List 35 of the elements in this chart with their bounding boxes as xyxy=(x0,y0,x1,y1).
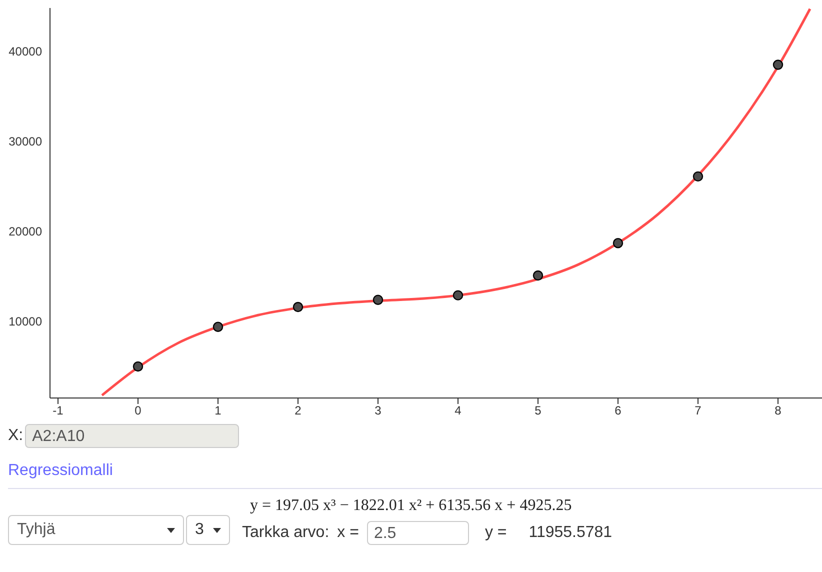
point xyxy=(212,322,224,332)
text: 11955.5781 xyxy=(528,524,612,542)
x-tick-label: 8 xyxy=(774,404,782,418)
x-tick-label: 4 xyxy=(454,404,462,418)
point xyxy=(132,361,144,372)
point xyxy=(372,294,384,305)
text: Regressiomalli xyxy=(8,461,114,481)
text: x = xyxy=(337,524,359,542)
text-field: A2:A10 xyxy=(25,424,240,448)
y-tick-label: 10000 xyxy=(8,314,42,329)
x-tick-label: 7 xyxy=(694,404,702,418)
point xyxy=(612,238,624,248)
x-tick-label: 0 xyxy=(134,404,142,418)
x-tick-label: 6 xyxy=(614,404,622,418)
text: X: xyxy=(8,427,24,445)
point xyxy=(292,302,304,312)
dropdown: Tyhjä xyxy=(8,515,184,545)
text-field: 2.5 xyxy=(366,521,469,545)
dropdown: 3 xyxy=(186,515,230,545)
point xyxy=(452,290,464,300)
point xyxy=(772,60,784,70)
x-tick-label: 5 xyxy=(534,404,542,418)
y-tick-label: 20000 xyxy=(8,224,42,239)
text: Tarkka arvo: xyxy=(242,524,330,542)
point xyxy=(692,171,704,182)
x-tick-label: 2 xyxy=(294,404,302,418)
point xyxy=(532,270,544,281)
x-tick-label: -1 xyxy=(52,404,64,418)
x-tick-label: 3 xyxy=(374,404,382,418)
text: y = 197.05 x³ − 1822.01 x² + 6135.56 x + 4925.25 xyxy=(250,497,573,515)
line-series xyxy=(100,8,812,397)
y-tick-label: 30000 xyxy=(8,134,42,149)
x-tick-label: 1 xyxy=(214,404,222,418)
text: y = xyxy=(484,524,507,542)
y-tick-label: 40000 xyxy=(8,44,42,58)
